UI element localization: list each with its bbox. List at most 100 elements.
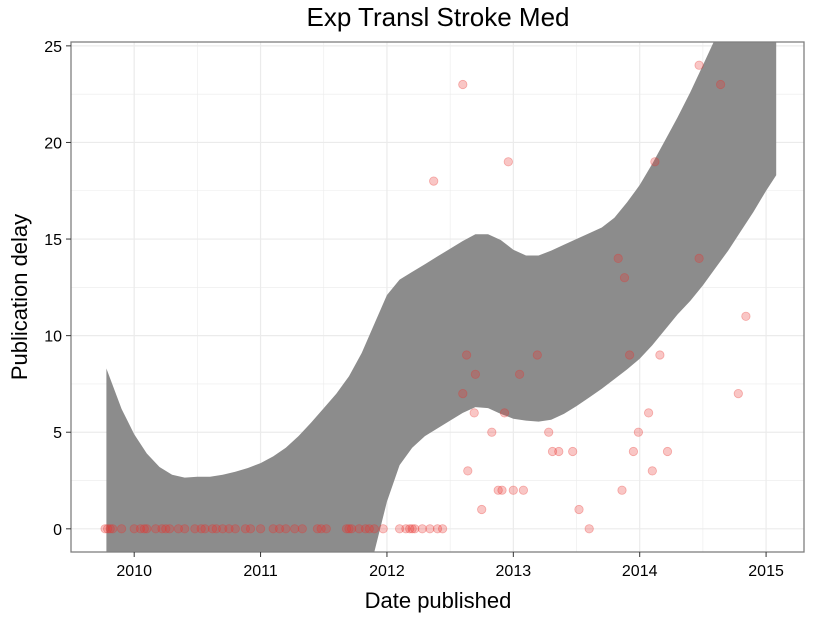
data-point: [401, 524, 411, 534]
data-point: [105, 524, 115, 534]
data-point: [321, 524, 331, 534]
data-point: [574, 504, 584, 515]
x-tick-label: 2012: [369, 563, 405, 580]
smooth-confidence-band: [106, 42, 777, 552]
x-tick-label: 2010: [116, 563, 152, 580]
data-point: [503, 157, 513, 167]
data-point: [161, 524, 171, 534]
data-point: [497, 485, 507, 495]
data-point: [514, 369, 525, 379]
y-axis-title: Publication delay: [7, 214, 32, 380]
data-point: [180, 524, 190, 534]
data-point: [142, 524, 152, 534]
data-point: [360, 524, 371, 534]
data-point: [508, 485, 518, 495]
data-point: [378, 524, 388, 534]
data-point: [316, 524, 326, 534]
data-point: [425, 524, 435, 534]
data-point: [647, 466, 657, 476]
data-point: [245, 524, 256, 534]
data-point: [694, 60, 704, 70]
data-point: [584, 524, 594, 534]
data-point: [369, 524, 379, 534]
data-point: [547, 446, 558, 457]
data-point: [200, 524, 210, 534]
data-point: [274, 524, 285, 534]
data-point: [157, 524, 167, 534]
data-point: [694, 253, 704, 263]
data-point: [715, 79, 726, 90]
data-point: [429, 176, 439, 186]
data-point: [196, 524, 206, 534]
data-point: [437, 524, 448, 534]
data-point: [613, 253, 623, 263]
data-point: [458, 388, 468, 399]
data-point: [135, 524, 146, 534]
data-point: [230, 524, 240, 534]
data-point: [364, 524, 374, 534]
data-point: [619, 273, 630, 283]
data-point: [532, 350, 542, 360]
data-point: [117, 524, 127, 534]
data-point: [741, 311, 751, 321]
data-points-layer: [100, 60, 751, 534]
x-tick-label: 2014: [622, 563, 658, 580]
data-point: [129, 524, 139, 534]
data-point: [268, 524, 278, 534]
data-point: [211, 524, 221, 534]
data-point: [417, 524, 427, 534]
data-point: [165, 524, 175, 534]
y-axis-ticks: 0 5 10 15 20 25: [44, 39, 71, 539]
data-point: [633, 427, 644, 437]
data-point: [487, 427, 497, 437]
data-point: [458, 79, 468, 90]
y-tick-label: 5: [53, 425, 62, 442]
data-point: [568, 446, 578, 457]
data-point: [650, 157, 660, 167]
x-tick-label: 2011: [243, 563, 278, 580]
data-point: [410, 524, 420, 534]
x-tick-label: 2015: [748, 563, 784, 580]
data-point: [461, 350, 472, 360]
data-point: [624, 350, 635, 360]
data-point: [346, 524, 357, 534]
data-point: [662, 446, 673, 457]
data-point: [139, 524, 149, 534]
data-point: [281, 524, 291, 534]
data-point: [190, 524, 200, 534]
data-point: [224, 524, 234, 534]
data-point: [617, 485, 627, 495]
x-axis-title: Date published: [365, 588, 512, 613]
data-point: [544, 427, 554, 437]
data-point: [255, 524, 266, 534]
data-point: [477, 504, 487, 515]
data-point: [733, 388, 743, 399]
data-point: [493, 485, 503, 495]
y-tick-label: 20: [44, 135, 62, 152]
data-point: [344, 524, 354, 534]
data-point: [312, 524, 322, 534]
data-point: [554, 446, 564, 457]
data-point: [218, 524, 228, 534]
data-point: [628, 446, 639, 457]
data-point: [405, 524, 415, 534]
data-point: [470, 369, 480, 379]
chart-title: Exp Transl Stroke Med: [307, 2, 570, 32]
data-point: [100, 524, 110, 534]
y-tick-label: 15: [44, 232, 62, 249]
data-point: [518, 485, 529, 495]
data-point: [643, 408, 654, 418]
data-point: [463, 466, 473, 476]
y-tick-label: 0: [53, 522, 62, 539]
y-tick-label: 10: [44, 329, 62, 346]
y-tick-label: 25: [44, 39, 62, 56]
plot-panel-border: [70, 41, 805, 553]
data-point: [297, 524, 307, 534]
data-point: [354, 524, 364, 534]
x-axis-ticks: 2010 2011 2012 2013 2014 2015: [116, 552, 784, 580]
data-point: [103, 524, 113, 534]
data-point: [290, 524, 300, 534]
data-point: [432, 524, 443, 534]
data-point: [207, 524, 218, 534]
